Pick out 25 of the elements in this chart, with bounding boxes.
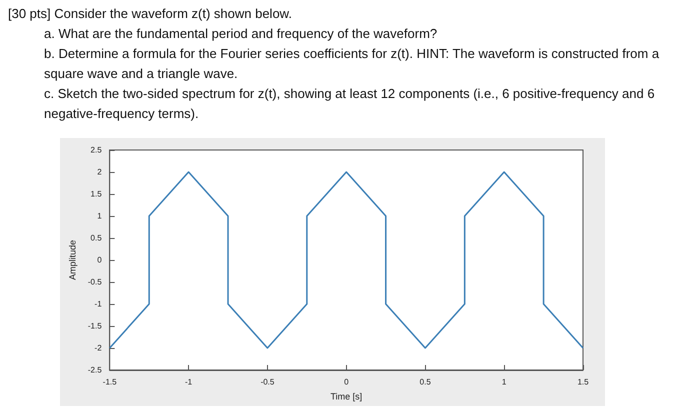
y-tick-label: -1.5 [88, 322, 102, 330]
y-tick-label: 1 [97, 212, 102, 220]
y-tick-label: 0 [97, 256, 102, 264]
x-tick-label: 1 [502, 378, 507, 386]
y-tick-label: -2.5 [88, 366, 102, 374]
y-axis-title: Amplitude [68, 240, 78, 280]
x-tick-label: -1.5 [102, 378, 118, 386]
text: a. What are the fundamental period and frequency of the waveform? [43, 25, 438, 43]
y-tick-label: -2 [94, 344, 102, 352]
y-tick-label: 2.5 [90, 146, 102, 154]
y-tick-label: -0.5 [88, 278, 102, 286]
y-tick-label: 0.5 [90, 234, 102, 242]
x-axis-title: Time [s] [330, 392, 362, 402]
x-tick-label: 0 [344, 378, 350, 386]
x-tick-label: -1 [185, 378, 193, 386]
y-tick-label: 2 [97, 168, 102, 176]
y-tick-label: 1.5 [90, 190, 102, 198]
x-tick-label: 0.5 [420, 378, 432, 386]
line-series [108, 171, 584, 349]
y-tick-label: -1 [94, 300, 102, 308]
x-tick-label: -0.5 [260, 378, 275, 386]
text: b. Determine a formula for the Fourier series coefficients for z(t). HINT: The waveform is constructed from a square wave and a triangle wave. [43, 45, 660, 83]
chart-title: [30 pts] Consider the waveform z(t) shown below. [8, 5, 293, 23]
x-tick-label: 1.5 [577, 378, 590, 386]
text: c. Sketch the two-sided spectrum for z(t), showing at least 12 components (i.e., 6 positive-frequency and 6 negative-frequency terms). [43, 85, 656, 123]
